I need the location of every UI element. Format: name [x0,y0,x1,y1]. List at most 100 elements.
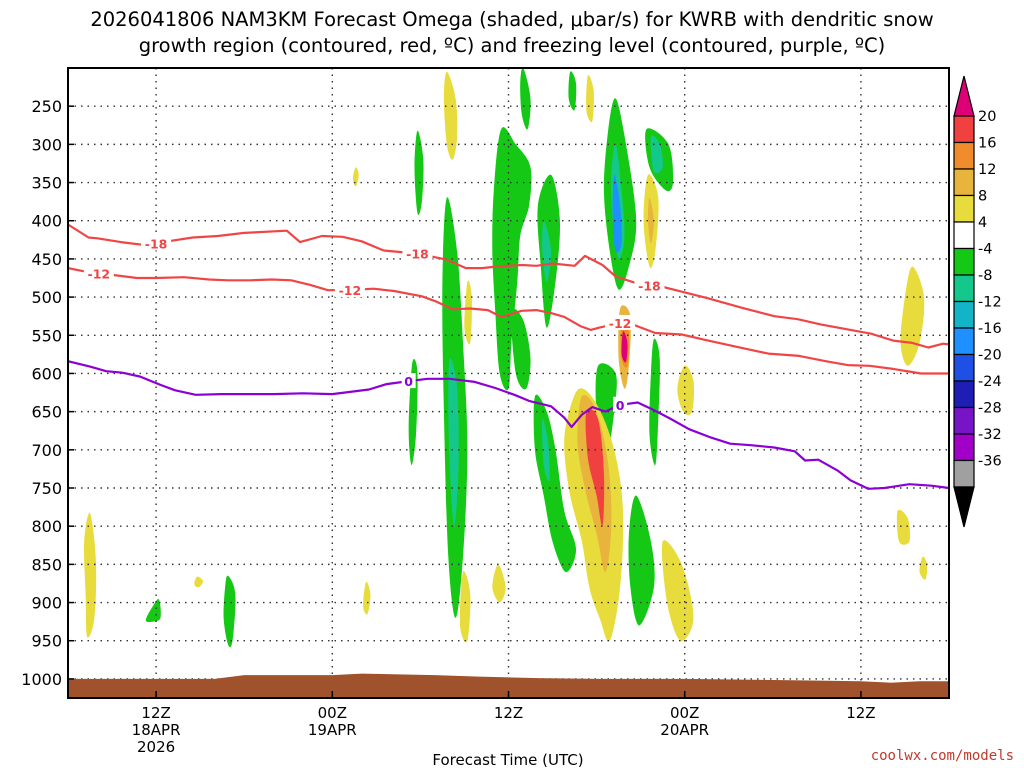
omega-blob-0 [83,512,97,638]
y-tick-label: 500 [31,288,62,307]
colorbar-segment [953,300,975,329]
colorbar-segment [953,115,975,144]
omega-blob-22 [586,75,594,123]
contour-label-bg [605,314,636,330]
omega-blob-25 [612,174,622,253]
y-tick-label: 250 [31,97,62,116]
omega-blob-42 [896,509,911,545]
omega-blob-17 [542,220,552,282]
y-tick-label: 550 [31,326,62,345]
contour-label-bg [83,265,114,281]
x-tick-label: 20APR [660,721,709,739]
colorbar-label: 12 [978,162,996,178]
omega-shading [83,68,928,648]
contour-label-bg [634,277,665,293]
omega-blob-11 [464,280,472,345]
colorbar-segment [953,168,975,197]
grid [68,68,949,698]
y-tick-label: 900 [31,594,62,613]
x-tick-label: 12Z [846,704,875,722]
colorbar-label: -24 [978,374,1002,390]
y-tick-label: 800 [31,517,62,536]
contour--18 [68,223,949,349]
contour-label: 0 [404,374,413,389]
y-tick-label: 300 [31,135,62,154]
temperature-contours: -18 -18 -18 -12 -12 -12 0 0 [68,223,949,490]
y-tick-label: 450 [31,250,62,269]
omega-blob-14 [492,127,532,391]
omega-blob-10 [448,357,459,527]
colorbar-label: 4 [978,215,987,231]
omega-blob-39 [677,365,695,415]
colorbar-segment [953,406,975,435]
y-tick-label: 950 [31,632,62,651]
contour-label: -18 [406,247,429,262]
colorbar-segment [953,459,975,488]
omega-blob-34 [647,197,654,244]
colorbar-segment [953,141,975,170]
x-tick-label: 18APR [132,721,181,739]
colorbar-top-arrow [953,75,975,117]
y-tick-label: 1000 [21,670,62,689]
omega-blob-8 [443,71,458,160]
colorbar-label: -12 [978,295,1002,311]
terrain-area [68,673,949,698]
x-tick-label: 19APR [308,721,357,739]
omega-blob-29 [585,408,605,527]
contour-label-bg [334,282,365,298]
omega-blob-15 [511,308,531,390]
x-tick-label: 2026 [137,738,175,756]
colorbar-label: 8 [978,189,987,205]
y-tick-label: 350 [31,174,62,193]
omega-blob-4 [352,167,359,187]
colorbar-label: -28 [978,401,1002,417]
omega-blob-43 [919,556,928,580]
colorbar-label: -16 [978,321,1002,337]
contour-label-bg [402,245,433,261]
y-tick-label: 600 [31,364,62,383]
omega-blob-32 [621,331,628,363]
contour-label: -18 [638,278,661,293]
contour-label: 0 [616,398,625,413]
colorbar-segment [953,327,975,356]
omega-blob-1 [194,576,204,588]
colorbar-label: -36 [978,454,1002,470]
colorbar-label: 16 [978,136,996,152]
contour-label: -18 [145,236,168,251]
omega-blob-21 [568,71,577,111]
title-line-1: 2026041806 NAM3KM Forecast Omega (shaded… [90,8,933,31]
omega-blob-18 [520,68,531,130]
colorbar-bottom-arrow [953,486,975,528]
colorbar-label: -32 [978,427,1002,443]
y-tick-label: 750 [31,479,62,498]
credit-text: coolwx.com/models [871,748,1014,764]
contour-label-bg [141,235,172,251]
x-tick-label: 00Z [670,704,699,722]
omega-blob-37 [649,338,660,466]
y-tick-label: 850 [31,555,62,574]
colorbar: 20 16 12 8 4 -4 -8 -12 -16 -20 -24 -28 -32 -36 [953,75,1002,528]
terrain-fill [68,673,949,698]
omega-blob-12 [459,571,471,643]
omega-blob-7 [414,130,424,215]
contour--12 [68,267,949,375]
colorbar-segment [953,274,975,303]
colorbar-label: 20 [978,109,996,125]
omega-blob-13 [492,564,506,603]
contour-label: -12 [609,316,632,331]
title-line-2: growth region (contoured, red, ºC) and f… [139,34,886,57]
omega-blob-38 [628,495,655,626]
colorbar-label: -4 [978,242,992,258]
colorbar-segment [953,247,975,276]
omega-blob-5 [363,581,371,615]
x-tick-label: 00Z [318,704,347,722]
colorbar-segment [953,194,975,223]
pressure-axis: 250 300 350 400 450 500 550 600 650 700 750 800 850 9… [21,97,74,689]
colorbar-segment [953,380,975,409]
colorbar-segment [953,221,975,250]
omega-blob-2 [145,599,161,623]
x-tick-label: 12Z [141,704,170,722]
y-tick-label: 700 [31,441,62,460]
